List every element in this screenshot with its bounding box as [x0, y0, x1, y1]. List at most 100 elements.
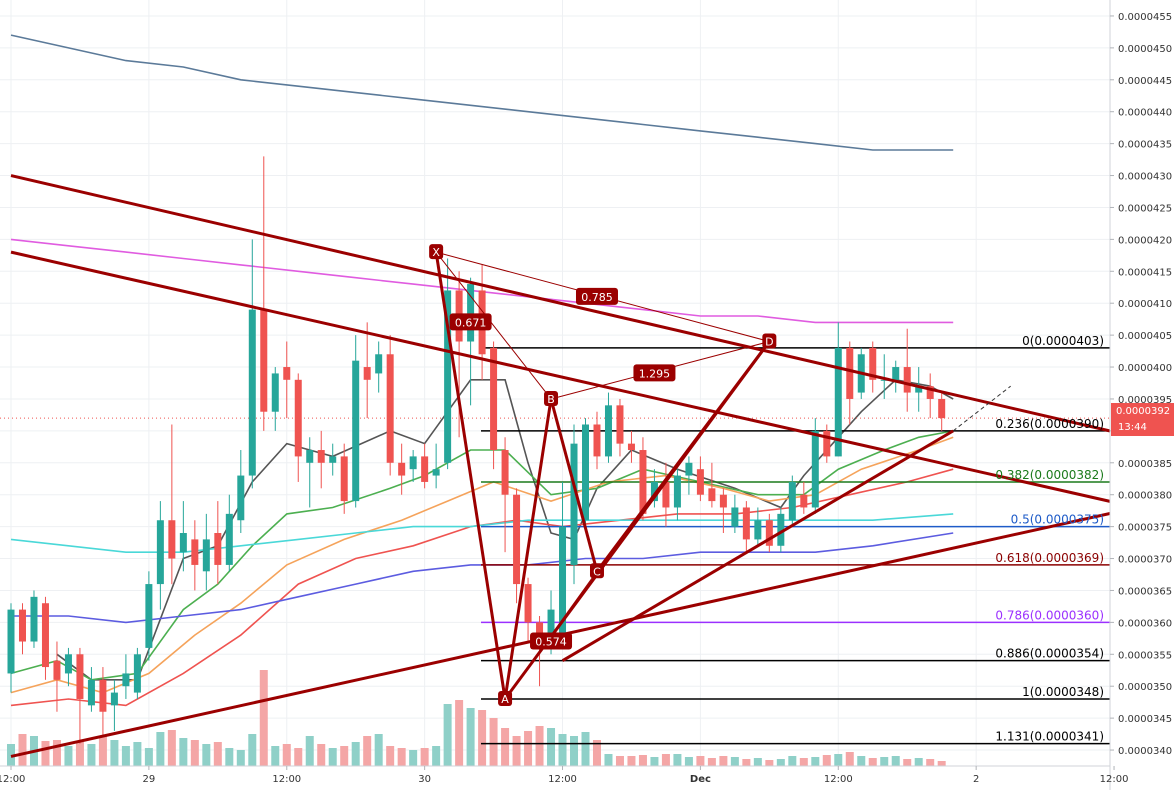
fib-level-label: 0.382(0.0000382) [995, 468, 1104, 482]
volume-bar [328, 748, 337, 766]
candle-body [340, 456, 348, 502]
time-axis-labels[interactable]: 12:00 29 12:00 30 12:00 Dec 12:00 2 12:00 [0, 766, 1128, 785]
trendlines [10, 174, 1138, 758]
candle-body [639, 450, 647, 514]
candle-body [317, 450, 325, 463]
time-tick-label: 30 [418, 774, 431, 785]
fib-labels: 0(0.0000403) 0.236(0.0000390) 0.382(0.0000… [995, 334, 1104, 744]
price-tick-label: 0.0000425 [1118, 203, 1172, 214]
candle-body [926, 386, 934, 399]
volume-bar [144, 748, 153, 766]
moving-average-line [10, 34, 954, 151]
volume-bar [742, 759, 751, 766]
candle-body [352, 360, 360, 502]
candle-body [363, 367, 371, 380]
candle-body [915, 386, 923, 393]
volume-bar [64, 746, 73, 766]
ratio-badge [449, 313, 492, 331]
price-tick-label: 0.0000445 [1118, 76, 1172, 87]
price-tick-label: 0.0000355 [1118, 650, 1172, 661]
price-axis-panel[interactable] [1110, 0, 1174, 766]
candle-body [375, 354, 383, 374]
candle-body [570, 443, 578, 565]
volume-bar [753, 758, 762, 766]
candle-body [765, 520, 773, 546]
price-tick-label: 0.0000450 [1118, 44, 1172, 55]
candle-body [673, 475, 681, 508]
pattern-point-label: B [547, 393, 555, 406]
volume-bar [87, 744, 96, 766]
volume-bar [845, 752, 854, 766]
volume-bar [420, 748, 429, 766]
volume-bar [455, 700, 464, 766]
candle-body [294, 379, 302, 457]
volume-bar [443, 704, 452, 766]
fib-level-label: 0.5(0.0000375) [1011, 513, 1104, 527]
candle-body [30, 596, 38, 642]
volume-bar [156, 732, 165, 766]
fib-level-label: 0.618(0.0000369) [995, 551, 1104, 565]
price-tick-label: 0.0000440 [1118, 108, 1172, 119]
candle-body [191, 539, 199, 565]
candle-body [386, 354, 394, 463]
volume-bar [478, 710, 487, 766]
volume-bar [202, 744, 211, 766]
price-tick-label: 0.0000395 [1118, 395, 1172, 406]
volume-bar [811, 757, 820, 766]
candle-body [777, 513, 785, 546]
price-tick-label: 0.0000385 [1118, 459, 1172, 470]
volume-bar [52, 740, 61, 766]
volume-bar [707, 758, 716, 766]
volume-bar [638, 755, 647, 766]
candle-body [604, 405, 612, 457]
ratio-label: 0.785 [581, 291, 613, 304]
volume-bar [167, 730, 176, 766]
fib-level-label: 1(0.0000348) [1022, 685, 1104, 699]
candle-body [938, 398, 946, 419]
pattern-ratio-leg [435, 251, 552, 400]
volume-bar [512, 736, 521, 766]
price-tick-label: 0.0000380 [1118, 491, 1172, 502]
volume-bar [673, 754, 682, 766]
volume-bar [305, 736, 314, 766]
candle-body [650, 481, 658, 502]
candle-body [742, 507, 750, 540]
volume-bar [880, 757, 889, 766]
price-tick-label: 0.0000365 [1118, 586, 1172, 597]
volume-bar [236, 750, 245, 766]
volume-bar [765, 760, 774, 766]
candle-body [788, 481, 796, 521]
candle-body [754, 520, 762, 540]
candle-body [432, 469, 440, 476]
volume-bar [501, 728, 510, 766]
price-tick-label: 0.0000370 [1118, 555, 1172, 566]
harmonic-pattern: X A B C D 0.671 0.785 1.295 0.574 [429, 244, 777, 706]
candle-body [719, 494, 727, 508]
moving-average-line [10, 513, 954, 553]
moving-averages [10, 34, 954, 707]
volume-bar [857, 756, 866, 766]
pattern-point-label: D [765, 336, 773, 349]
pattern-point-badge [544, 390, 559, 406]
pattern-point-badge [589, 563, 604, 579]
candle-body [685, 462, 693, 476]
pattern-point-badge [498, 690, 513, 706]
price-tick-label: 0.0000415 [1118, 267, 1172, 278]
volume-bar [661, 754, 670, 766]
fib-level-label: 0(0.0000403) [1022, 334, 1104, 348]
candle-body [811, 430, 819, 508]
volume-bar [351, 742, 360, 766]
candle-body [869, 347, 877, 380]
current-price-tag: 0.0000392 13:44 [1111, 403, 1174, 436]
time-tick-label: 2 [973, 774, 979, 785]
volume-bar [696, 756, 705, 766]
candle-body [731, 507, 739, 527]
candle-body [329, 456, 337, 463]
candle-body [696, 469, 704, 495]
volume-bar [294, 748, 303, 766]
volume-bar [615, 756, 624, 766]
volume-bar [248, 734, 257, 766]
pattern-leg [434, 251, 507, 700]
candle-body [559, 526, 567, 636]
